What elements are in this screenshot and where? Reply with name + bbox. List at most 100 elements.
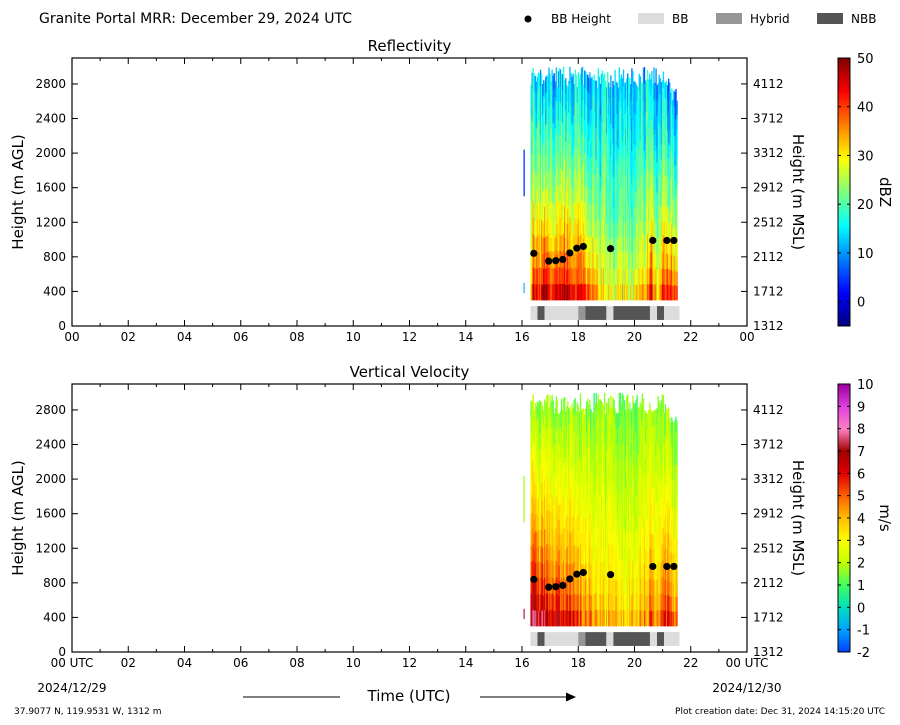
heatmap-cell: [577, 218, 580, 236]
heatmap-cell: [617, 428, 619, 444]
heatmap-cell: [576, 284, 578, 301]
heatmap-cell: [555, 283, 557, 301]
heatmap-cell: [657, 494, 659, 512]
heatmap-cell: [590, 440, 592, 456]
heatmap-cell: [656, 146, 658, 163]
heatmap-cell: [551, 427, 553, 445]
heatmap-cell: [556, 87, 559, 103]
heatmap-cell: [631, 439, 633, 456]
heatmap-cell: [543, 456, 545, 473]
heatmap-cell: [609, 284, 611, 301]
heatmap-cell: [637, 224, 639, 240]
heatmap-cell: [546, 91, 548, 108]
heatmap-cell: [576, 102, 578, 118]
heatmap-cell: [536, 514, 539, 531]
heatmap-cell: [645, 142, 648, 159]
colorbar-step: [838, 189, 850, 193]
heatmap-cell: [592, 221, 594, 238]
heatmap-cell: [638, 122, 640, 139]
heatmap-cell: [653, 487, 655, 504]
heatmap-cell: [625, 204, 628, 222]
heatmap-cell: [559, 85, 562, 103]
heatmap-cell: [549, 154, 551, 171]
heatmap-cell: [575, 580, 577, 596]
heatmap-cell: [666, 223, 669, 239]
heatmap-cell: [566, 284, 568, 301]
colorbar-step: [838, 437, 850, 441]
heatmap-cell: [566, 516, 568, 533]
heatmap-cell: [555, 84, 557, 101]
heatmap-cell: [651, 487, 653, 504]
heatmap-cell: [566, 531, 568, 548]
heatmap-cell: [588, 467, 590, 484]
heatmap-cell: [667, 157, 670, 174]
heatmap-cell: [564, 397, 566, 414]
heatmap-cell: [567, 102, 569, 118]
colorbar-step: [838, 252, 850, 256]
heatmap-cell: [589, 432, 591, 449]
heatmap-cell: [590, 486, 592, 503]
heatmap-cell: [573, 432, 575, 449]
heatmap-cell: [622, 102, 625, 120]
heatmap-cell: [604, 96, 607, 113]
heatmap-cell: [618, 409, 620, 427]
heatmap-cell: [650, 455, 652, 472]
heatmap-cell: [635, 129, 637, 146]
heatmap-cell: [568, 548, 570, 565]
colorbar-step: [838, 591, 850, 594]
heatmap-cell: [586, 545, 588, 563]
heatmap-cell: [547, 140, 549, 157]
heatmap-cell: [657, 511, 659, 528]
heatmap-cell: [625, 220, 628, 237]
heatmap-cell: [649, 562, 651, 579]
heatmap-cell: [656, 470, 658, 487]
heatmap-cell: [535, 144, 538, 160]
heatmap-cell: [613, 100, 615, 117]
heatmap-cell: [621, 173, 624, 190]
heatmap-cell: [664, 404, 667, 421]
heatmap-cell: [536, 530, 539, 547]
heatmap-cell: [607, 594, 609, 611]
heatmap-cell: [640, 206, 643, 223]
x-tick-label: 06: [233, 330, 248, 344]
heatmap-cell: [628, 517, 630, 534]
heatmap-cell: [607, 120, 609, 138]
heatmap-cell: [676, 523, 678, 539]
heatmap-cell: [547, 592, 549, 610]
heatmap-cell: [554, 221, 556, 238]
heatmap-cell: [601, 546, 604, 563]
heatmap-cell: [581, 66, 584, 84]
heatmap-cell: [654, 284, 656, 301]
heatmap-cell: [674, 166, 676, 182]
heatmap-cell: [610, 187, 612, 205]
heatmap-cell: [645, 111, 648, 128]
heatmap-cell: [674, 464, 676, 480]
colorbar-step: [838, 508, 850, 512]
heatmap-cell: [625, 236, 628, 253]
heatmap-cell: [670, 465, 672, 481]
heatmap-cell: [619, 268, 622, 285]
heatmap-cell: [672, 242, 674, 258]
heatmap-cell: [575, 411, 577, 428]
heatmap-cell: [670, 136, 672, 152]
heatmap-cell: [648, 487, 650, 503]
heatmap-cell: [551, 444, 553, 462]
heatmap-cell: [554, 237, 556, 254]
heatmap-cell: [646, 201, 649, 219]
heatmap-cell: [597, 460, 599, 478]
heatmap-cell: [612, 206, 614, 223]
heatmap-cell: [598, 512, 601, 530]
heatmap-cell: [579, 592, 582, 610]
heatmap-cell: [610, 251, 612, 269]
heatmap-cell: [667, 422, 670, 439]
heatmap-cell: [540, 433, 543, 450]
heatmap-cell: [666, 610, 669, 627]
heatmap-cell: [639, 561, 641, 579]
heatmap-cell: [564, 593, 566, 611]
heatmap-cell: [565, 204, 567, 222]
heatmap-cell: [639, 172, 641, 189]
heatmap-cell: [555, 117, 557, 135]
heatmap-cell: [618, 250, 620, 268]
heatmap-cell: [621, 493, 624, 510]
heatmap-cell: [595, 409, 597, 427]
